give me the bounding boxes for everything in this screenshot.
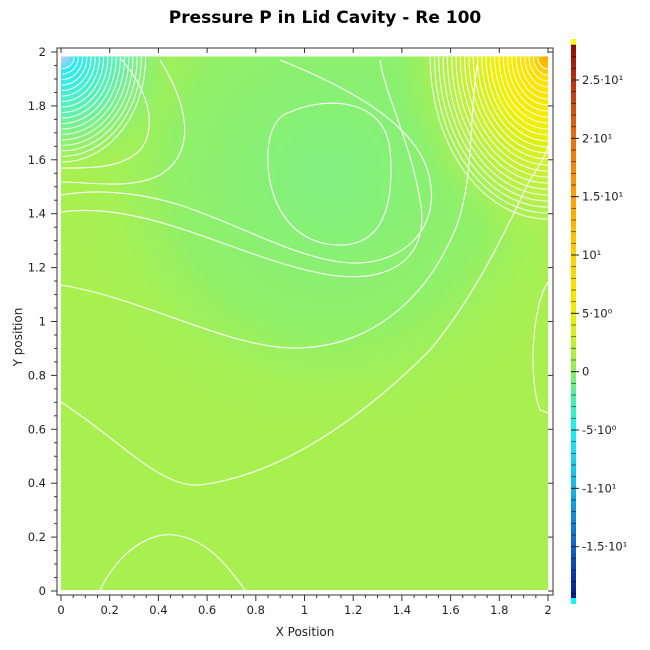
contour-line <box>464 56 549 172</box>
contour-line <box>498 56 549 124</box>
contour-line <box>61 56 100 103</box>
contour-line <box>472 56 549 160</box>
contour-line <box>99 534 246 591</box>
contour-line <box>528 56 549 82</box>
contour-line <box>468 56 549 166</box>
x-tick-label: 1.2 <box>344 603 362 617</box>
y-tick-label: 0.8 <box>28 368 46 382</box>
contour-line <box>61 56 92 92</box>
chart-title: Pressure P in Lid Cavity - Re 100 <box>168 8 482 28</box>
contour-line <box>485 56 549 142</box>
colorbar-tick-label: 2.5·10¹ <box>582 73 623 87</box>
colorbar-tick-label: -5·10⁰ <box>582 423 617 437</box>
contour-line <box>61 56 134 147</box>
colorbar-gradient <box>571 45 576 598</box>
colorbar-tick-label: 2·10¹ <box>582 131 612 145</box>
contour-line <box>60 59 479 349</box>
contour-line <box>61 56 105 108</box>
x-axis-label: X Position <box>276 625 335 639</box>
axes: 0 0.2 0.4 0.6 0.8 1 1.2 1.4 1.6 1.8 2 0 0.2 0.4 0.6 0.8… <box>28 45 553 617</box>
x-tick-label: 1 <box>301 603 308 617</box>
colorbar-over-cap <box>571 39 576 45</box>
y-tick-label: 0.4 <box>28 476 46 490</box>
contour-line <box>524 56 549 88</box>
x-tick-label: 1.8 <box>490 603 508 617</box>
colorbar-tick-label: 10¹ <box>582 248 601 262</box>
colorbar-under-cap <box>571 598 576 604</box>
contour-line <box>61 56 142 158</box>
contour-line <box>502 56 549 118</box>
contour-line <box>494 56 549 130</box>
contour-line <box>515 56 549 100</box>
y-axis-label: Y position <box>11 308 25 368</box>
y-tick-label: 1 <box>39 315 46 329</box>
contour-line <box>507 56 549 112</box>
contour-line <box>429 56 549 220</box>
y-tick-label: 0 <box>39 584 46 598</box>
contour-line <box>446 56 549 196</box>
y-tick-label: 0.6 <box>28 422 46 436</box>
contour-line <box>61 56 126 136</box>
contour-line <box>61 56 121 130</box>
colorbar: 2.5·10¹ 2·10¹ 1.5·10¹ 10¹ 5·10⁰ 0 -5·10⁰ -1·10¹… <box>571 39 627 604</box>
contour-line <box>537 56 549 70</box>
contour-line <box>61 56 88 86</box>
contour-line <box>61 56 113 119</box>
contour-line <box>61 56 79 75</box>
field-top-left-low <box>61 56 548 590</box>
x-tick-label: 2 <box>544 603 551 617</box>
y-tick-label: 2 <box>39 45 46 59</box>
contour-line <box>489 56 549 136</box>
x-tick-label: 0.2 <box>101 603 119 617</box>
contour-line <box>61 56 138 152</box>
contour-line <box>481 56 549 148</box>
contour-line <box>61 56 117 125</box>
contour-line <box>60 59 186 185</box>
contour-line <box>532 281 549 414</box>
contour-line <box>61 56 84 81</box>
contour-line <box>267 102 392 246</box>
contour-line <box>433 56 549 214</box>
contour-line <box>455 56 549 184</box>
x-tick-label: 0.8 <box>247 603 265 617</box>
contour-line <box>519 56 549 94</box>
y-tick-label: 1.2 <box>28 261 46 275</box>
colorbar-tick-label: -1.5·10¹ <box>582 540 627 554</box>
contour-line <box>61 56 96 97</box>
x-tick-label: 0 <box>57 603 64 617</box>
colorbar-tick-label: 1.5·10¹ <box>582 190 623 204</box>
x-tick-label: 1.6 <box>441 603 459 617</box>
contour-line <box>442 56 549 202</box>
colorbar-tick-label: 5·10⁰ <box>582 306 613 320</box>
colorbar-tick-label: -1·10¹ <box>582 481 616 495</box>
contour-line <box>451 56 549 190</box>
plot-area <box>56 47 554 596</box>
contour-line <box>60 59 432 264</box>
contour-line <box>459 56 549 178</box>
colorbar-tick-label: 0 <box>582 365 589 379</box>
contour-line <box>61 56 147 163</box>
contour-line <box>532 56 549 76</box>
y-tick-label: 1.6 <box>28 153 46 167</box>
x-tick-label: 0.6 <box>198 603 216 617</box>
contour-line <box>61 56 109 114</box>
contour-line <box>61 56 130 141</box>
contour-line <box>511 56 549 106</box>
contour-lines <box>60 55 549 591</box>
x-tick-label: 0.4 <box>149 603 167 617</box>
contour-line <box>438 56 549 208</box>
y-tick-label: 1.4 <box>28 207 46 221</box>
y-tick-label: 1.8 <box>28 99 46 113</box>
y-tick-label: 0.2 <box>28 530 46 544</box>
contour-line <box>476 56 549 154</box>
x-tick-label: 1.4 <box>393 603 411 617</box>
contour-line <box>61 56 75 70</box>
